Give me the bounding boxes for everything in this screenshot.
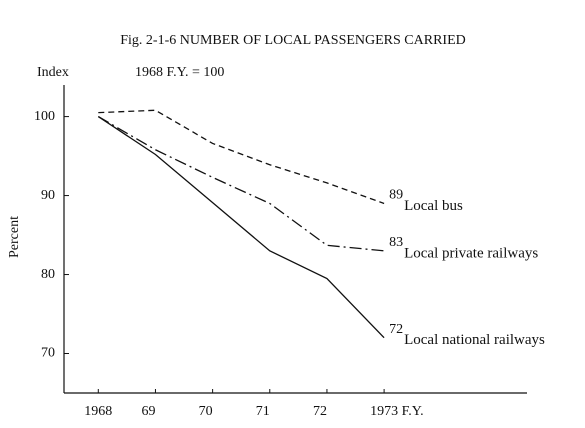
x-tick-label: 72 <box>313 404 327 419</box>
x-tick-label: 69 <box>141 404 155 419</box>
series-label: Local bus <box>404 198 463 214</box>
y-tick-label: 70 <box>41 346 55 361</box>
y-unit-label: Index <box>37 65 69 80</box>
y-tick-label: 90 <box>41 188 55 203</box>
chart-title: Fig. 2-1-6 NUMBER OF LOCAL PASSENGERS CA… <box>120 33 466 48</box>
series-line <box>98 109 385 205</box>
y-tick-label: 80 <box>41 267 55 282</box>
data-label: 72 <box>389 322 403 337</box>
x-tick-label: 1973 F.Y. <box>370 404 423 419</box>
x-tick-label: 70 <box>199 404 213 419</box>
series-line <box>97 116 385 252</box>
data-label: 89 <box>389 188 403 203</box>
x-tick-label: 1968 <box>84 404 112 419</box>
x-tick-label: 71 <box>256 404 270 419</box>
series-label: Local national railways <box>404 332 545 348</box>
data-label: 83 <box>389 235 403 250</box>
y-tick-label: 100 <box>34 109 55 124</box>
series-label: Local private railways <box>404 245 538 261</box>
base-note: 1968 F.Y. = 100 <box>135 65 224 80</box>
y-axis-label: Percent <box>7 216 22 258</box>
series-line <box>97 116 385 339</box>
